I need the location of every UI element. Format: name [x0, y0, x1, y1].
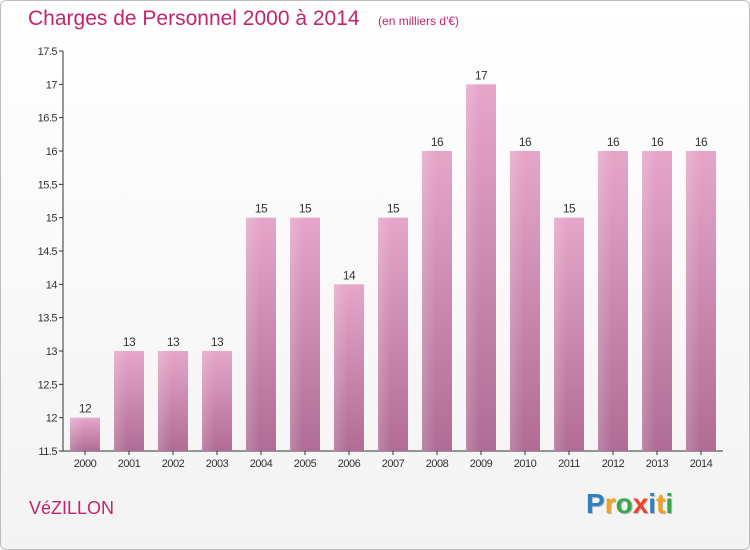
y-tick-label: 16: [46, 146, 58, 158]
bar-highlight: [290, 217, 304, 451]
x-tick-label: 2008: [426, 458, 449, 470]
bar-highlight: [642, 151, 656, 451]
bar-data-label: 16: [519, 135, 532, 149]
bar-data-label: 15: [563, 202, 576, 216]
title-row: Charges de Personnel 2000 à 2014 (en mil…: [28, 7, 459, 31]
bar-highlight: [554, 217, 568, 451]
bar-highlight: [510, 151, 524, 451]
y-tick-label: 17.5: [38, 46, 58, 58]
bar-highlight: [158, 351, 172, 451]
bar-highlight: [466, 84, 480, 451]
chart-title: Charges de Personnel 2000 à 2014: [28, 7, 360, 30]
bar-highlight: [202, 351, 216, 451]
bar-highlight: [246, 217, 260, 451]
commune-name: VéZILLON: [29, 498, 115, 518]
x-tick-label: 2002: [162, 458, 185, 470]
y-tick-label: 17: [46, 79, 58, 91]
bar-data-label: 16: [651, 135, 664, 149]
bar-data-label: 16: [431, 135, 444, 149]
y-tick-label: 12.5: [38, 379, 58, 391]
y-tick-label: 14.5: [38, 246, 58, 258]
logo-letter: o: [615, 488, 633, 519]
x-tick-label: 2010: [514, 458, 537, 470]
x-tick-label: 2014: [690, 458, 713, 470]
y-tick-label: 15.5: [38, 179, 58, 191]
bar-data-label: 16: [607, 135, 620, 149]
bar-highlight: [422, 151, 436, 451]
x-tick-label: 2009: [470, 458, 493, 470]
logo-letter: x: [632, 488, 649, 519]
x-tick-label: 2005: [294, 458, 317, 470]
bar-data-label: 13: [123, 335, 136, 349]
logo-letter: P: [586, 488, 605, 519]
logo-letter: r: [604, 488, 616, 519]
bar-data-label: 17: [475, 68, 488, 82]
x-tick-label: 2012: [602, 458, 625, 470]
y-tick-label: 14: [46, 279, 58, 291]
logo-letter: i: [665, 488, 674, 519]
bar-data-label: 13: [211, 335, 224, 349]
proxiti-logo: Proxiti: [586, 488, 673, 520]
x-tick-label: 2013: [646, 458, 669, 470]
chart-subtitle: (en milliers d'€): [378, 14, 460, 28]
x-tick-label: 2007: [382, 458, 405, 470]
bar-data-label: 14: [343, 268, 356, 282]
y-tick-label: 13.5: [38, 313, 58, 325]
bar-highlight: [334, 284, 348, 451]
y-tick-label: 13: [46, 346, 58, 358]
y-tick-label: 12: [46, 413, 58, 425]
bar-highlight: [686, 151, 700, 451]
bar-highlight: [598, 151, 612, 451]
bar-data-label: 13: [167, 335, 180, 349]
bar-highlight: [378, 217, 392, 451]
x-tick-label: 2011: [558, 458, 580, 470]
x-tick-label: 2004: [250, 458, 273, 470]
x-tick-label: 2001: [118, 458, 141, 470]
y-tick-label: 11.5: [38, 446, 57, 458]
logo-letter: i: [648, 488, 657, 519]
x-tick-label: 2000: [74, 458, 97, 470]
bar-data-label: 12: [79, 402, 92, 416]
bar-data-label: 16: [695, 135, 708, 149]
bar-highlight: [114, 351, 128, 451]
x-tick-label: 2003: [206, 458, 229, 470]
x-tick-label: 2006: [338, 458, 361, 470]
logo-letter: t: [656, 488, 666, 519]
bar-data-label: 15: [299, 202, 312, 216]
y-tick-label: 15: [46, 213, 58, 225]
bar-data-label: 15: [255, 202, 268, 216]
y-tick-label: 16.5: [38, 113, 58, 125]
bar-highlight: [70, 417, 84, 451]
bar-data-label: 15: [387, 202, 400, 216]
